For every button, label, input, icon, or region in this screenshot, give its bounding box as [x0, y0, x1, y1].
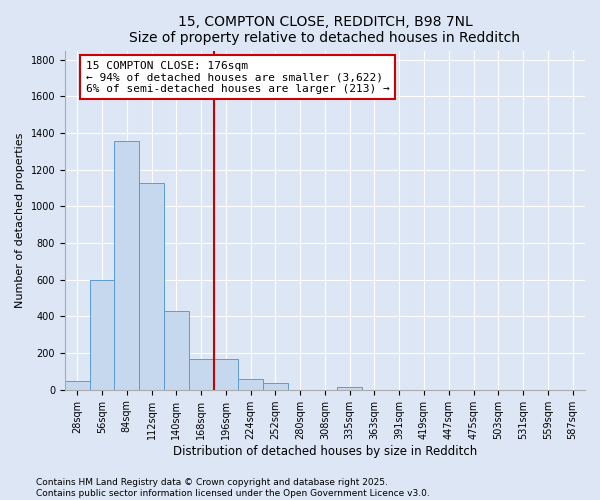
Text: 15 COMPTON CLOSE: 176sqm
← 94% of detached houses are smaller (3,622)
6% of semi: 15 COMPTON CLOSE: 176sqm ← 94% of detach…: [86, 60, 389, 94]
Bar: [115, 142, 139, 390]
Bar: [164, 311, 189, 390]
Bar: [189, 358, 214, 390]
Bar: [65, 380, 89, 390]
Bar: [337, 387, 362, 390]
Title: 15, COMPTON CLOSE, REDDITCH, B98 7NL
Size of property relative to detached house: 15, COMPTON CLOSE, REDDITCH, B98 7NL Siz…: [130, 15, 520, 45]
Bar: [263, 384, 288, 390]
Bar: [214, 358, 238, 390]
Bar: [139, 182, 164, 390]
X-axis label: Distribution of detached houses by size in Redditch: Distribution of detached houses by size …: [173, 444, 477, 458]
Y-axis label: Number of detached properties: Number of detached properties: [15, 132, 25, 308]
Bar: [89, 280, 115, 390]
Text: Contains HM Land Registry data © Crown copyright and database right 2025.
Contai: Contains HM Land Registry data © Crown c…: [36, 478, 430, 498]
Bar: [238, 378, 263, 390]
